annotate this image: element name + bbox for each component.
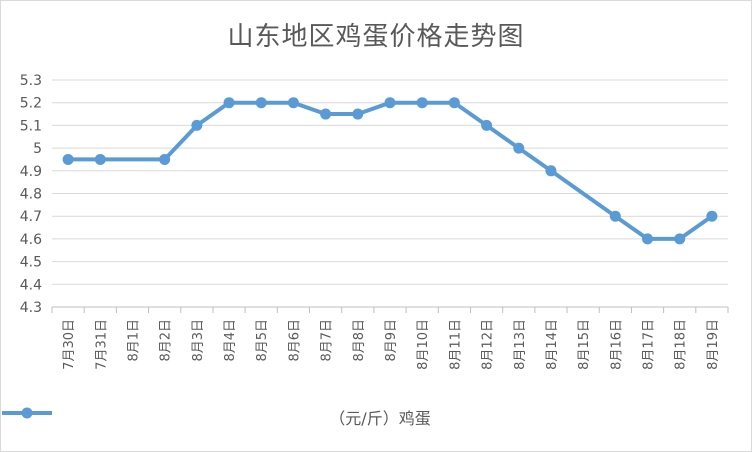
data-point <box>642 233 654 245</box>
data-point <box>609 210 621 222</box>
x-tick-label: 8月1日 <box>126 319 141 362</box>
chart-legend: （元/斤）鸡蛋 <box>0 405 752 429</box>
data-point <box>545 165 557 177</box>
x-tick-label: 8月8日 <box>352 319 367 362</box>
y-tick-label: 4.5 <box>20 255 42 271</box>
y-tick-label: 4.9 <box>20 164 42 180</box>
x-tick-label: 8月6日 <box>287 319 302 362</box>
x-tick-label: 8月14日 <box>545 319 560 370</box>
x-tick-label: 8月11日 <box>448 319 463 370</box>
x-tick-label: 8月5日 <box>255 319 270 362</box>
y-tick-label: 4.3 <box>20 300 42 316</box>
y-tick-label: 4.6 <box>20 232 42 248</box>
x-tick-label: 8月18日 <box>674 319 689 370</box>
y-tick-label: 4.7 <box>20 209 42 225</box>
data-point <box>448 97 460 109</box>
y-tick-label: 5 <box>33 141 42 157</box>
x-tick-label: 8月4日 <box>223 319 238 362</box>
x-tick-label: 8月7日 <box>320 319 335 362</box>
x-tick-label: 8月10日 <box>416 319 431 370</box>
x-tick-label: 8月19日 <box>706 319 721 370</box>
data-point <box>159 153 171 165</box>
data-point <box>481 119 493 131</box>
data-point <box>255 97 267 109</box>
y-tick-label: 5.1 <box>20 118 42 134</box>
x-tick-label: 8月2日 <box>159 319 174 362</box>
x-tick-label: 7月30日 <box>62 319 77 370</box>
data-point <box>62 153 74 165</box>
x-tick-label: 8月3日 <box>191 319 206 362</box>
data-point <box>320 108 332 120</box>
data-point <box>94 153 106 165</box>
legend-series-label: （元/斤）鸡蛋 <box>329 409 431 428</box>
legend-marker-icon <box>2 407 52 419</box>
y-tick-label: 4.4 <box>20 277 42 293</box>
data-point <box>513 142 525 154</box>
y-tick-label: 5.3 <box>20 73 42 89</box>
x-tick-label: 8月15日 <box>577 319 592 370</box>
x-tick-label: 8月13日 <box>513 319 528 370</box>
x-tick-label: 8月12日 <box>481 319 496 370</box>
data-point <box>287 97 299 109</box>
data-point <box>384 97 396 109</box>
data-point <box>223 97 235 109</box>
data-point <box>352 108 364 120</box>
data-point <box>191 119 203 131</box>
data-point <box>674 233 686 245</box>
x-tick-label: 7月31日 <box>94 319 109 370</box>
x-tick-label: 8月17日 <box>642 319 657 370</box>
x-tick-label: 8月9日 <box>384 319 399 362</box>
y-tick-label: 4.8 <box>20 187 42 203</box>
data-point <box>706 210 718 222</box>
x-tick-label: 8月16日 <box>609 319 624 370</box>
data-point <box>416 97 428 109</box>
chart-title: 山东地区鸡蛋价格走势图 <box>227 22 525 52</box>
y-tick-label: 5.2 <box>20 96 42 112</box>
